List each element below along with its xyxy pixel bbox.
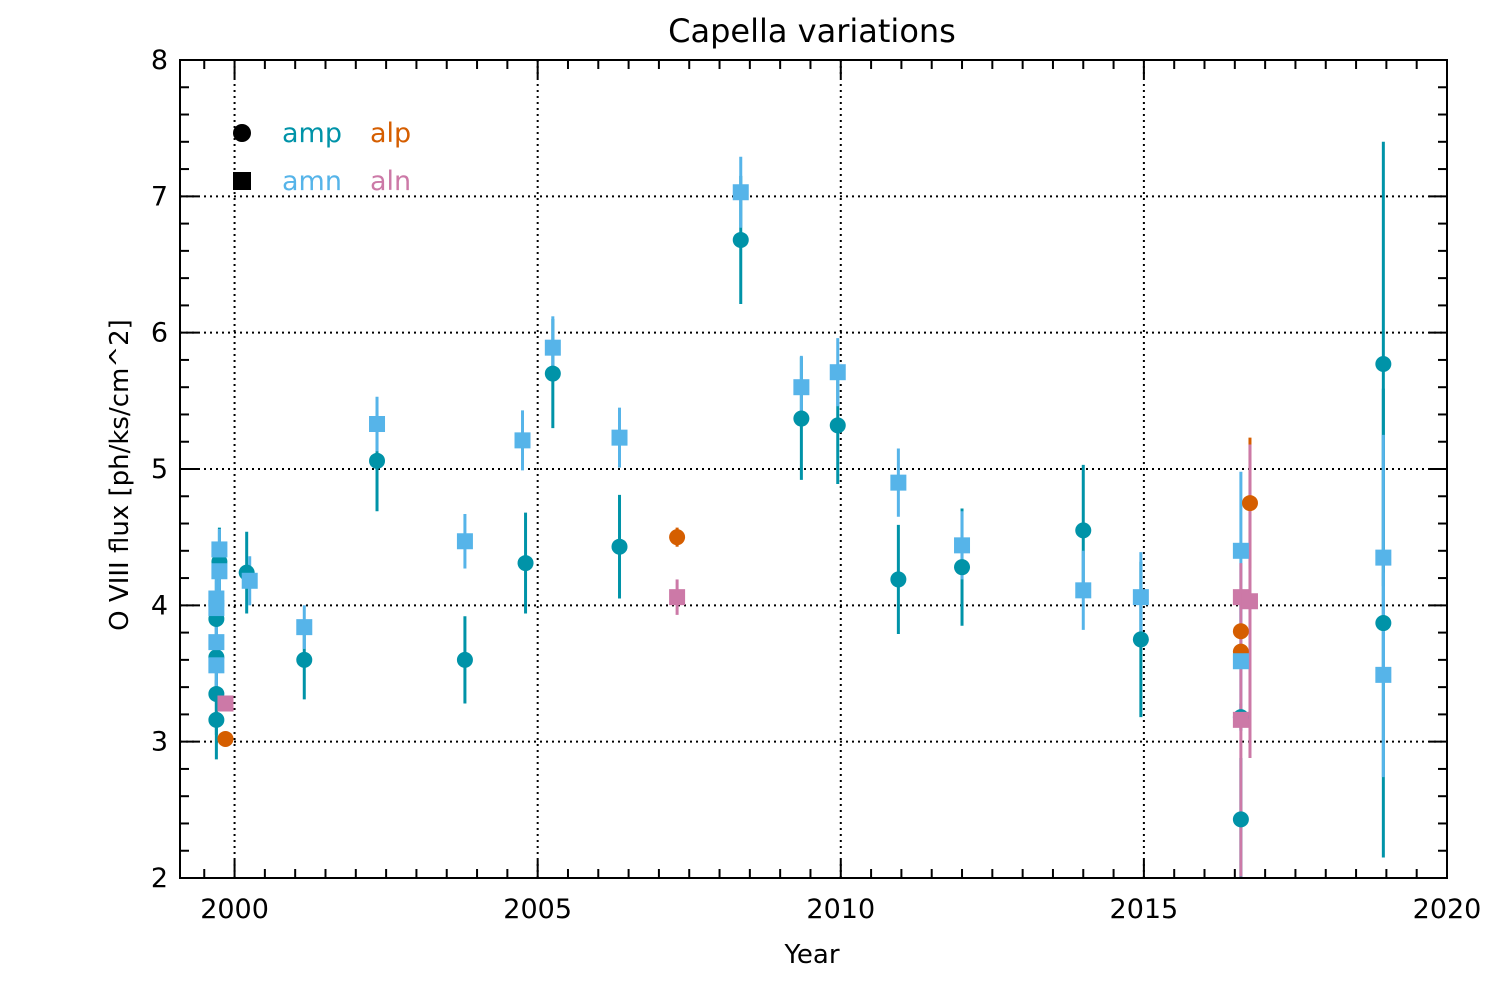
x-tick-label: 2000 [200, 894, 269, 925]
data-point-amn [544, 339, 561, 356]
data-point-amn [241, 572, 258, 589]
chart-title: Capella variations [668, 12, 956, 50]
data-markers [208, 184, 1392, 828]
data-point-amp [369, 452, 386, 469]
y-tick-label: 2 [151, 863, 168, 894]
data-point-amp [793, 410, 810, 427]
data-point-alp [1241, 495, 1258, 512]
data-point-amn [611, 429, 628, 446]
x-tick-label: 2005 [503, 894, 572, 925]
tick-labels: 2000 2005 2010 2015 2020 2 3 4 5 6 7 8 [151, 45, 1482, 925]
data-point-amp [732, 231, 749, 248]
y-tick-label: 6 [151, 318, 168, 349]
data-point-amp [890, 571, 907, 588]
legend-circle-marker [233, 124, 251, 142]
grid [180, 60, 1447, 878]
data-point-amn [1075, 582, 1092, 599]
data-point-amn [296, 619, 313, 636]
data-point-amp [544, 365, 561, 382]
legend-square-marker [233, 172, 251, 190]
x-tick-label: 2010 [806, 894, 875, 925]
axis-ticks [180, 59, 1448, 879]
data-point-amp [1232, 811, 1249, 828]
data-point-amn [1232, 653, 1249, 670]
y-tick-label: 4 [151, 590, 168, 621]
data-point-amn [890, 474, 907, 491]
data-point-amp [208, 711, 225, 728]
data-point-alp [1232, 623, 1249, 640]
legend-label-aln: aln [370, 166, 411, 197]
data-point-amp [517, 555, 534, 572]
data-point-aln [1241, 593, 1258, 610]
legend-label-amn: amn [282, 166, 342, 197]
data-point-amn [1132, 589, 1149, 606]
data-point-aln [217, 695, 234, 712]
data-point-amn [732, 184, 749, 201]
legend-label-amp: amp [282, 118, 342, 149]
data-point-amp [296, 651, 313, 668]
data-point-amn [208, 590, 225, 607]
data-point-amp [1132, 631, 1149, 648]
x-axis-title: Year [783, 940, 839, 970]
y-tick-label: 3 [151, 727, 168, 758]
y-axis-title: O VIII flux [ph/ks/cm^2] [105, 319, 135, 631]
y-tick-label: 7 [151, 181, 168, 212]
data-point-aln [1232, 711, 1249, 728]
data-point-amn [1375, 666, 1392, 683]
y-tick-label: 5 [151, 454, 168, 485]
data-point-amn [211, 563, 228, 580]
data-point-amp [611, 538, 628, 555]
data-point-amn [456, 533, 473, 550]
data-point-amp [456, 651, 473, 668]
data-point-amn [793, 379, 810, 396]
data-point-amp [1375, 356, 1392, 373]
data-point-alp [217, 730, 234, 747]
data-point-amn [829, 364, 846, 381]
data-point-amp [829, 417, 846, 434]
data-point-amn [514, 432, 531, 449]
x-tick-label: 2020 [1413, 894, 1482, 925]
y-tick-label: 8 [151, 45, 168, 76]
data-point-amp [1375, 615, 1392, 632]
legend-label-alp: alp [370, 118, 411, 149]
x-tick-label: 2015 [1110, 894, 1179, 925]
data-point-aln [669, 589, 686, 606]
data-point-amn [211, 541, 228, 558]
data-point-amn [1375, 549, 1392, 566]
data-point-amn [369, 416, 386, 433]
data-point-amn [208, 634, 225, 651]
data-point-amp [954, 559, 971, 576]
data-point-amp [1075, 522, 1092, 539]
data-point-amn [1232, 542, 1249, 559]
data-point-amn [954, 537, 971, 554]
data-point-alp [669, 529, 686, 546]
data-point-amn [208, 657, 225, 674]
